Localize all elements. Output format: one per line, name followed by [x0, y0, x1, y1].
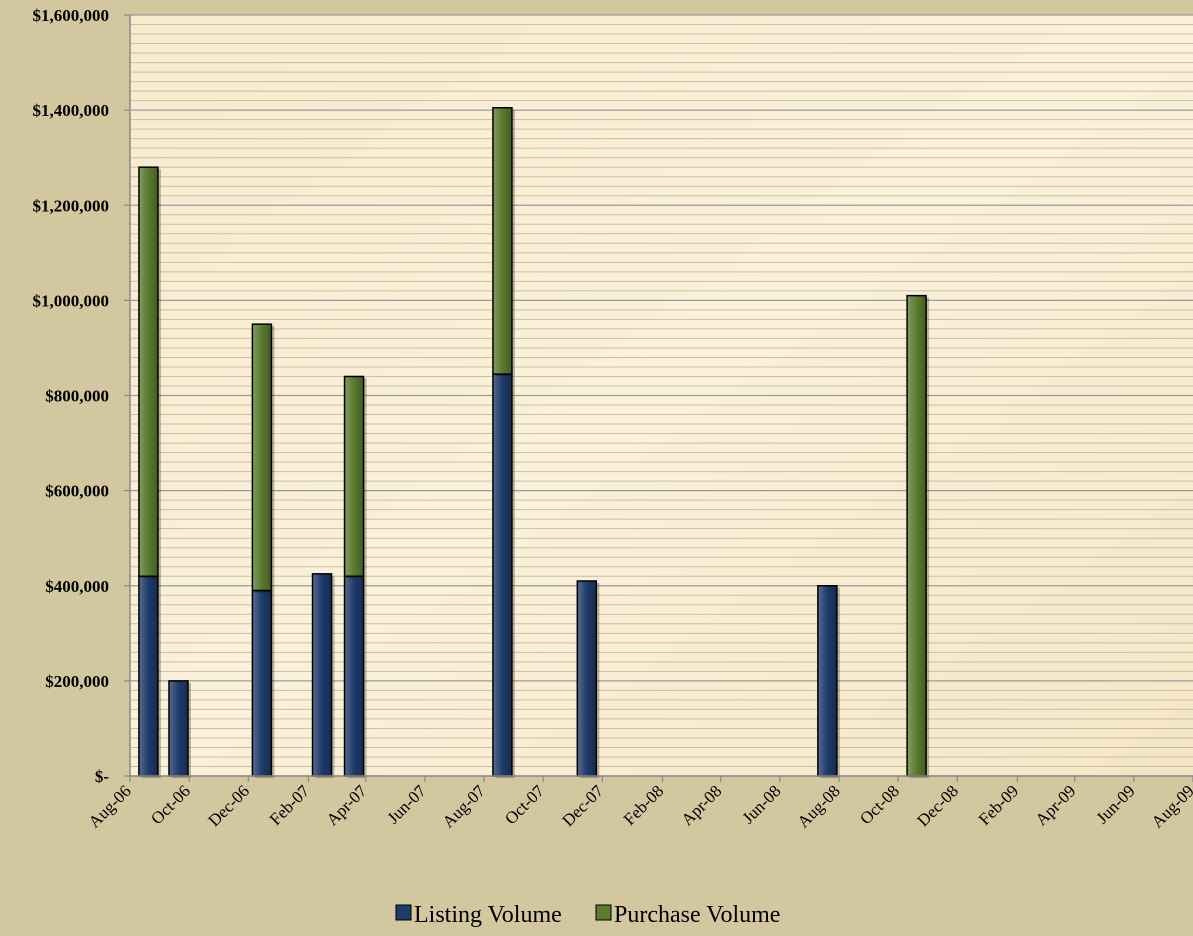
y-tick-label: $-	[95, 767, 110, 786]
x-tick-label: Apr-07	[323, 781, 371, 829]
x-tick-label: Jun-09	[1093, 781, 1139, 827]
bar-listing-volume-2006-12-15	[251, 589, 273, 777]
x-tick-label: Dec-07	[558, 781, 607, 830]
bar-listing-volume-2007-02-15	[311, 573, 333, 777]
x-tick-label: Feb-07	[266, 781, 314, 829]
x-tick-label: Feb-09	[975, 781, 1022, 828]
bar-listing-volume-2006-09-20	[168, 680, 189, 777]
x-tick-label: Aug-08	[794, 781, 844, 831]
legend: Listing Volume Purchase Volume	[395, 902, 780, 928]
x-tick-label: Jun-08	[738, 781, 784, 827]
bar-listing-volume-2007-03-20	[343, 575, 365, 777]
x-tick-label: Apr-09	[1032, 781, 1080, 829]
y-tick-label: $400,000	[45, 577, 109, 596]
x-tick-label: Dec-08	[913, 781, 962, 830]
x-tick-label: Dec-06	[204, 781, 253, 830]
bar-purchase-volume-2006-12-15	[251, 323, 273, 592]
legend-item-listing-volume: Listing Volume	[395, 902, 562, 928]
x-tick-label: Aug-07	[439, 781, 490, 832]
bar-listing-volume-2006-08-20	[138, 575, 159, 777]
y-tick-label: $200,000	[45, 672, 109, 691]
x-tick-label: Oct-08	[856, 781, 903, 828]
gridlines	[130, 14, 1193, 777]
legend-item-purchase-volume: Purchase Volume	[595, 902, 780, 928]
bar-purchase-volume-2007-08-20	[492, 106, 513, 375]
x-tick-label: Oct-07	[501, 781, 548, 828]
bar-purchase-volume-2007-03-20	[343, 375, 365, 577]
bars	[138, 106, 930, 778]
x-tick-labels: Aug-06 Oct-06 Dec-06 Feb-07 Apr-07 Jun-07 Aug-…	[85, 776, 1193, 832]
y-tick-label: $800,000	[45, 387, 109, 406]
x-tick-label: Jun-07	[384, 781, 431, 828]
legend-swatch-purchase-volume	[595, 904, 612, 921]
x-tick-label: Aug-09	[1148, 781, 1193, 831]
legend-swatch-listing-volume	[395, 904, 412, 921]
y-tick-label: $1,200,000	[33, 196, 110, 215]
bar-listing-volume-2007-11-15	[576, 580, 598, 777]
x-tick-label: Aug-06	[85, 781, 135, 831]
y-tick-labels: $- $200,000 $400,000 $600,000 $800,000 $1,000…	[33, 6, 130, 786]
legend-label-listing-volume: Listing Volume	[414, 902, 562, 928]
bar-listing-volume-2007-08-20	[492, 373, 513, 777]
y-tick-label: $600,000	[45, 482, 109, 501]
bar-listing-volume-2008-07-20	[817, 585, 838, 777]
y-tick-label: $1,000,000	[33, 291, 110, 310]
x-tick-label: Feb-08	[620, 781, 667, 828]
legend-label-purchase-volume: Purchase Volume	[614, 902, 780, 928]
bar-purchase-volume-2006-08-20	[138, 166, 159, 577]
x-tick-label: Apr-08	[678, 781, 726, 829]
x-tick-label: Oct-06	[147, 781, 194, 828]
bar-purchase-volume-2008-10-20	[906, 294, 927, 777]
y-tick-label: $1,600,000	[33, 6, 110, 25]
y-tick-label: $1,400,000	[33, 101, 110, 120]
